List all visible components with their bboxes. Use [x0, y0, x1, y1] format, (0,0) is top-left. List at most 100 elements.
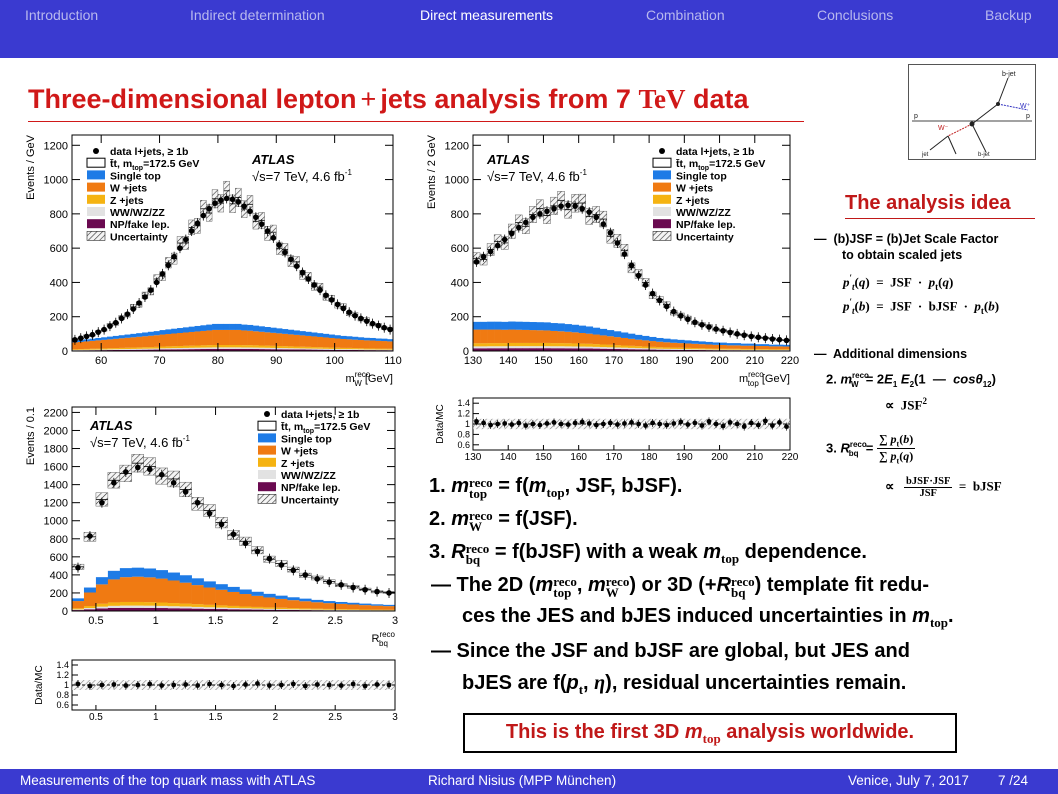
nav-indirect-determination[interactable]: Indirect determination [190, 7, 325, 23]
ratio-point [629, 420, 634, 425]
legend-label-diboson: WW/WZ/ZZ [676, 207, 731, 219]
bar-diboson [305, 348, 312, 350]
nav-combination[interactable]: Combination [646, 7, 725, 23]
data-point [387, 326, 393, 333]
bar-uncertainty [592, 206, 600, 223]
bar-np-fake [171, 349, 178, 351]
bar-diboson [235, 347, 242, 349]
bar-np-fake [346, 349, 353, 351]
data-point [171, 253, 177, 260]
bar-z-jets [322, 347, 330, 349]
data-point [200, 212, 207, 219]
x-tick-label: 60 [95, 355, 107, 367]
bar-diboson [340, 349, 347, 350]
nav-direct-measurements[interactable]: Direct measurements [420, 7, 554, 23]
ratio-y-tick-label: 1.4 [457, 398, 470, 408]
data-point [142, 294, 148, 300]
bar-uncertainty [606, 229, 615, 244]
x-tick-label: 210 [746, 355, 764, 367]
analysis-idea-underline [845, 218, 1035, 219]
bar-np-fake [585, 348, 594, 351]
bar-single-top [276, 328, 283, 334]
x-label-unit: [GeV] [362, 373, 393, 385]
bar-single-top [383, 604, 396, 607]
title-suffix: data [693, 84, 749, 114]
bar-diboson [101, 349, 108, 351]
data-point [685, 316, 691, 323]
highlight-box: This is the first 3D mtop analysis world… [463, 713, 957, 753]
bar-uncertainty [684, 315, 692, 321]
bar-np-fake [564, 348, 572, 351]
bar-z-jets [649, 346, 657, 349]
legend-label-unc: Uncertainty [110, 231, 168, 243]
feynman-diagram-icon: b-jet W⁺ W⁻ p p jet b-jet [908, 64, 1036, 160]
bar-np-fake [705, 350, 713, 351]
bar-diboson [317, 348, 324, 350]
bar-np-fake [522, 348, 530, 351]
y-tick-label: 2000 [44, 425, 68, 437]
ratio-x-tick-label: 1.5 [209, 712, 223, 723]
bar-uncertainty [578, 193, 586, 213]
bar-np-fake [188, 349, 195, 351]
bar-single-top [473, 321, 481, 330]
bar-single-top [95, 577, 109, 585]
bar-z-jets [263, 607, 276, 609]
ratio-x-tick-label: 140 [500, 452, 517, 463]
bar-uncertainty [536, 199, 544, 218]
y-tick-label: 1000 [44, 516, 68, 528]
bar-diboson [165, 348, 172, 350]
ratio-y-tick-label: 1 [64, 680, 69, 690]
bar-np-fake [101, 350, 108, 351]
bar-w-jets [705, 344, 713, 349]
ratio-point [195, 683, 201, 688]
bar-np-fake [740, 350, 749, 351]
bar-single-top [191, 578, 204, 586]
bar-uncertainty [305, 272, 312, 282]
nav-backup[interactable]: Backup [985, 7, 1032, 23]
nav-introduction[interactable]: Introduction [25, 7, 99, 23]
bar-z-jets [107, 602, 121, 606]
point-5-line2: bJES are f(pt, η), residual uncertaintie… [462, 672, 907, 697]
bar-z-jets [275, 607, 288, 610]
bar-diboson [494, 346, 502, 349]
bar-diboson [251, 608, 264, 610]
bar-uncertainty [599, 210, 608, 228]
point-2: 2. mreco W = f(JSF). [429, 508, 578, 534]
bar-diboson [177, 348, 184, 350]
bar-single-top [635, 334, 643, 340]
ratio-point [572, 420, 578, 426]
bar-uncertainty [316, 283, 324, 292]
x-tick-label: 140 [499, 355, 517, 367]
bar-uncertainty [95, 330, 102, 333]
ratio-point [579, 419, 585, 425]
bar-w-jets [107, 339, 114, 349]
legend-label-single_top: Single top [281, 433, 332, 445]
nav-conclusions[interactable]: Conclusions [817, 7, 894, 23]
bar-uncertainty [159, 271, 166, 281]
bar-single-top [287, 329, 295, 335]
ratio-point [495, 421, 501, 427]
bar-single-top [112, 335, 119, 339]
bar-w-jets [352, 339, 359, 349]
formula-pt-b: p′t(b) = JSF · bJSF · pt(b) [843, 297, 1000, 316]
bar-uncertainty [200, 200, 207, 218]
bar-np-fake [335, 610, 348, 611]
x-tick-label: 220 [781, 355, 799, 367]
bar-diboson [599, 347, 608, 349]
bar-w-jets [328, 337, 335, 348]
bar-uncertainty [299, 270, 306, 280]
bar-np-fake [323, 610, 336, 611]
bar-np-fake [480, 348, 488, 351]
bar-w-jets [124, 337, 131, 348]
bar-diboson [194, 347, 201, 350]
bar-uncertainty [754, 336, 763, 339]
energy-text: √s=7 TeV, 4.6 fb [90, 435, 183, 450]
data-point [111, 480, 117, 486]
bar-z-jets [328, 347, 335, 349]
bar-uncertainty [386, 326, 394, 331]
bar-diboson [387, 349, 394, 351]
x-axis-label: Rreco bq [371, 630, 395, 648]
bar-w-jets [247, 330, 254, 346]
legend-swatch-diboson [87, 207, 105, 216]
bar-z-jets [287, 346, 295, 349]
